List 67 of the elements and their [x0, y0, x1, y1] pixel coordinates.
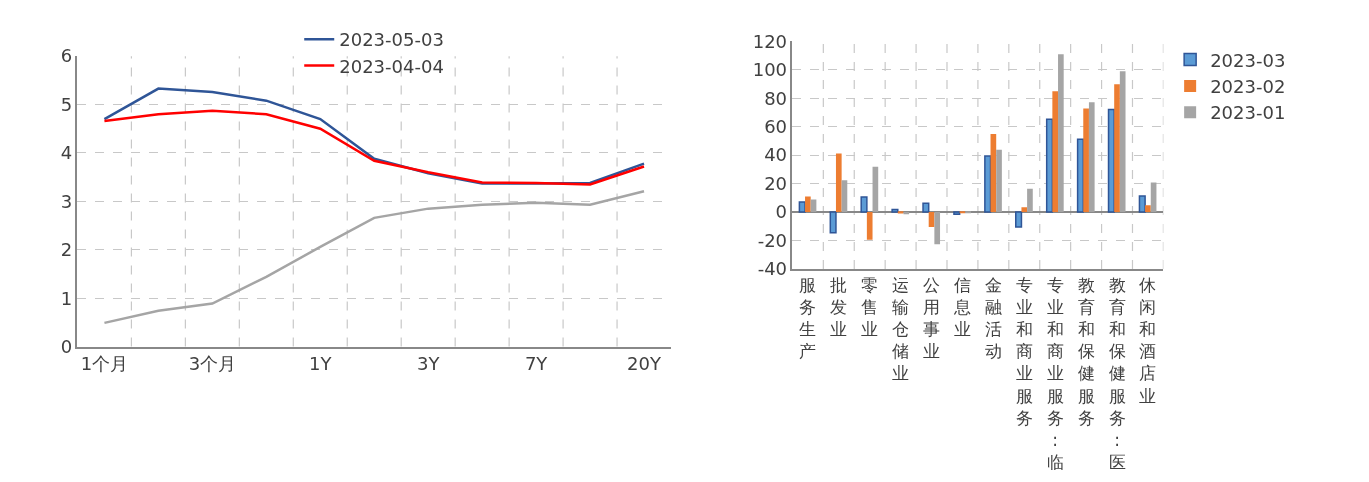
x-tick-label: 教育和保健服务: [1077, 275, 1095, 428]
bar: [1021, 207, 1028, 213]
legend-label: 2023-03: [1210, 49, 1286, 71]
y-tick-label: 5: [60, 93, 73, 115]
bar: [922, 202, 930, 213]
x-tick-label: 信息业: [952, 275, 971, 340]
x-tick-label: 休闲和酒店业: [1139, 275, 1157, 406]
y-tick-label: 100: [752, 59, 788, 81]
bar: [1027, 188, 1033, 213]
bar: [805, 196, 811, 213]
bar: [959, 211, 966, 214]
y-tick-label: 0: [775, 201, 788, 223]
bar: [996, 149, 1002, 213]
bar: [891, 208, 899, 213]
line-series: [103, 109, 646, 186]
y-tick-label: 20: [764, 172, 788, 194]
line-series: [103, 189, 646, 325]
x-tick-label: 专业和商业服务: [1015, 275, 1033, 428]
y-tick-label: 60: [764, 115, 788, 137]
y-tick-label: -20: [757, 229, 788, 251]
bar: [798, 201, 806, 213]
bar: [866, 212, 873, 240]
y-tick-label: 120: [752, 30, 788, 52]
bar: [953, 211, 961, 215]
legend-label: 2023-04-04: [339, 55, 444, 77]
legend-label: 2023-01: [1210, 102, 1286, 124]
y-tick-label: 3: [60, 190, 73, 212]
legend-label: 2023-05-03: [339, 29, 444, 51]
x-tick-label: 3个月: [188, 352, 237, 374]
y-tick-label: 80: [764, 87, 788, 109]
bar: [903, 212, 910, 215]
y-tick-label: 0: [60, 335, 73, 357]
y-tick-label: 4: [60, 142, 73, 164]
bar: [934, 212, 941, 245]
bar: [1083, 108, 1089, 213]
y-tick-label: 2: [60, 239, 73, 261]
bar: [1015, 211, 1023, 228]
x-tick-label: 1个月: [80, 352, 129, 374]
category-label: 教育和保健服务:医: [1108, 275, 1126, 472]
bar: [1114, 84, 1120, 213]
bar: [835, 153, 842, 213]
legend-label: 2023-02: [1210, 75, 1286, 97]
bar: [829, 211, 837, 234]
bar: [860, 196, 868, 213]
x-tick-label: 公用事业: [923, 275, 941, 362]
y-tick-label: -40: [757, 258, 788, 280]
x-tick-label: 服务生产: [799, 275, 817, 362]
bar: [965, 211, 971, 214]
bar: [1058, 54, 1064, 213]
bar: [1145, 205, 1151, 213]
x-tick-label: 1Y: [309, 352, 333, 374]
x-tick-label: 3Y: [416, 352, 441, 374]
category-label: 专业和商业服务:临: [1046, 275, 1064, 472]
x-tick-label: 批发业: [830, 275, 848, 340]
y-tick-label: 1: [60, 287, 73, 309]
x-tick-label: 零售业: [861, 275, 879, 340]
bar: [1052, 91, 1059, 213]
x-tick-label: 运输仓储业: [892, 275, 910, 384]
x-tick-label: 金融活动: [984, 275, 1002, 362]
x-tick-label: 20Y: [627, 352, 662, 374]
bar: [1138, 195, 1146, 213]
bar: [1088, 102, 1095, 213]
y-tick-label: 6: [60, 45, 73, 67]
bar: [1119, 71, 1126, 213]
x-tick-label: 7Y: [524, 352, 549, 374]
y-tick-label: 40: [764, 144, 788, 166]
bar: [984, 155, 992, 213]
